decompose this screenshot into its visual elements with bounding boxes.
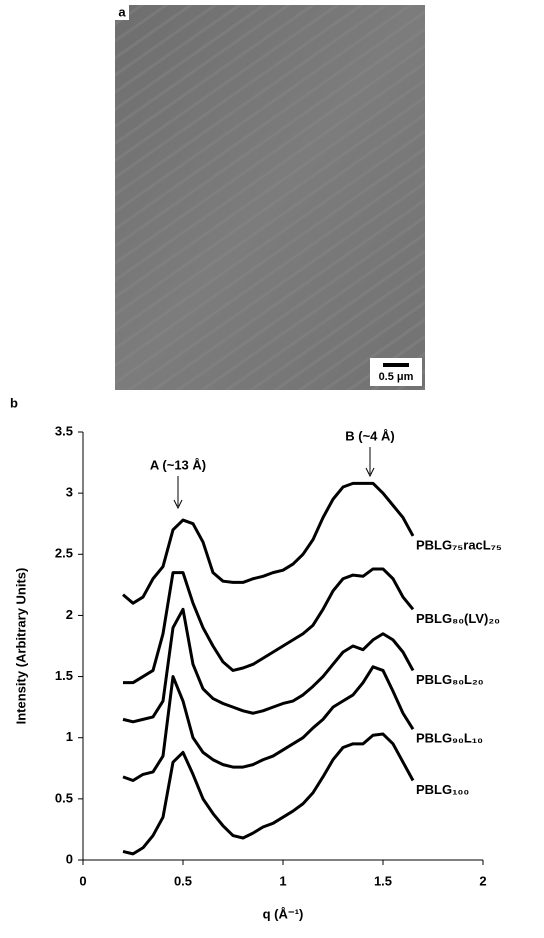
y-tick-label: 3.5	[55, 423, 73, 438]
annotation: B (~4 Å)	[345, 428, 394, 443]
y-tick-label: 0.5	[55, 790, 73, 805]
x-tick-label: 2	[479, 873, 486, 888]
x-tick-label: 1	[279, 873, 286, 888]
series-label: PBLG₇₅racL₇₅	[416, 537, 502, 552]
x-tick-label: 1.5	[374, 873, 392, 888]
annotation-arrowhead	[173, 499, 183, 510]
y-tick-label: 0	[66, 851, 73, 866]
series-label: PBLG₈₀(LV)₂₀	[416, 611, 500, 626]
x-axis-label: q (Å⁻¹)	[263, 906, 304, 921]
annotation: A (~13 Å)	[150, 457, 206, 472]
panel-label: a	[118, 4, 126, 19]
series-line	[123, 567, 415, 685]
x-tick-label: 0	[79, 873, 86, 888]
scale-bar-label: 0.5 μm	[379, 371, 414, 383]
series-line	[122, 665, 415, 783]
y-tick-label: 2	[66, 607, 73, 622]
series-label: PBLG₈₀L₂₀	[416, 672, 484, 687]
y-tick-label: 1	[66, 729, 73, 744]
y-tick-label: 3	[66, 485, 73, 500]
series-line	[122, 732, 415, 856]
y-tick-label: 1.5	[55, 668, 73, 683]
micrograph-texture	[115, 5, 425, 390]
panel-label: b	[10, 395, 18, 410]
series-line	[122, 481, 415, 605]
y-axis-label: Intensity (Arbitrary Units)	[13, 568, 28, 725]
panel-label-bg	[115, 5, 129, 20]
x-tick-label: 0.5	[174, 873, 192, 888]
annotation-arrowhead	[365, 467, 375, 478]
series-label: PBLG₁₀₀	[416, 782, 469, 797]
y-tick-label: 2.5	[55, 546, 73, 561]
scale-bar-bg	[370, 358, 422, 386]
series-line	[122, 607, 415, 724]
scale-bar	[383, 363, 409, 367]
series-label: PBLG₉₀L₁₀	[416, 731, 483, 746]
